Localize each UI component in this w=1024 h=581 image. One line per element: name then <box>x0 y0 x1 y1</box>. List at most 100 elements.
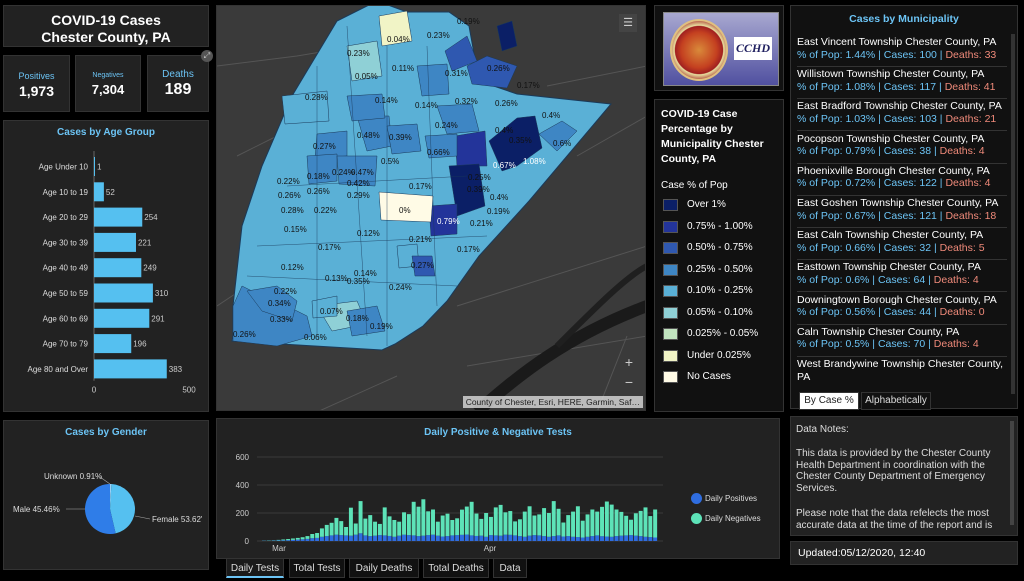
negatives-bar <box>416 506 421 537</box>
municipality-item[interactable]: Easttown Township Chester County, PA% of… <box>797 261 1007 293</box>
age-chart-panel: Cases by Age Group Age Under 10 1 Age 10 t… <box>3 120 209 412</box>
municipality-item[interactable]: Willistown Township Chester County, PA% … <box>797 68 1007 100</box>
cchd-logo: CCHD <box>663 12 779 86</box>
age-value-label: 291 <box>151 314 165 323</box>
municipality-item[interactable]: East Vincent Township Chester County, PA… <box>797 36 1007 67</box>
negatives-bar <box>402 512 407 535</box>
negatives-bar <box>513 521 518 536</box>
age-bar <box>94 258 142 278</box>
municipality-region <box>448 163 486 217</box>
municipality-pct-cases: % of Pop: 0.79% | Cases: 38 | <box>797 145 940 158</box>
positives-bar <box>276 540 281 541</box>
municipality-stats: % of Pop: 0.79% | Cases: 38 | Deaths: 4 <box>797 145 1007 158</box>
positives-bar <box>402 534 407 541</box>
municipality-item[interactable]: Caln Township Chester County, PA% of Pop… <box>797 326 1007 357</box>
scrollbar[interactable] <box>1011 34 1015 394</box>
age-chart: Age Under 10 1 Age 10 to 19 52 Age 20 to 29 2… <box>28 151 196 395</box>
positives-bar <box>643 536 648 541</box>
tab-sort-alphabetically[interactable]: Alphabetically <box>861 392 931 410</box>
gender-chart-title: Cases by Gender <box>65 427 147 438</box>
municipality-stats: % of Pop: 1.08% | Cases: 117 | Deaths: 4… <box>797 81 1007 94</box>
tab-daily-tests[interactable]: Daily Tests <box>226 558 284 578</box>
municipality-pct-cases: % of Pop: 1.03% | Cases: 103 | <box>797 112 946 125</box>
age-value-label: 1 <box>97 163 102 172</box>
age-value-label: 310 <box>155 289 169 298</box>
negatives-bar <box>551 501 556 537</box>
positives-bar <box>464 534 469 541</box>
scrollbar[interactable] <box>1010 421 1014 525</box>
municipality-item[interactable]: Phoenixville Borough Chester County, PA%… <box>797 165 1007 196</box>
tab-daily-deaths[interactable]: Daily Deaths <box>349 558 419 578</box>
municipality-region <box>411 255 436 277</box>
municipality-pct-cases: % of Pop: 0.72% | Cases: 122 | <box>797 177 946 190</box>
tests-chart: 0 200 400 600 Mar Apr <box>236 453 663 553</box>
zoom-out-button[interactable]: − <box>624 374 634 390</box>
municipality-item[interactable]: East Caln Township Chester County, PA% o… <box>797 229 1007 261</box>
negatives-bar <box>397 521 402 536</box>
negatives-bar <box>537 514 542 536</box>
county-seal-icon <box>670 19 728 81</box>
positives-bar <box>460 534 464 541</box>
map-label: 0.23% <box>427 31 450 40</box>
leader-line <box>134 515 151 520</box>
municipality-item[interactable]: East Goshen Township Chester County, PA%… <box>797 197 1007 228</box>
positives-bar <box>624 535 629 541</box>
negatives-bar <box>305 536 310 539</box>
municipality-region <box>424 133 458 159</box>
municipality-name: Downingtown Borough Chester County, PA <box>797 293 997 306</box>
tab-total-tests[interactable]: Total Tests <box>289 558 345 578</box>
positives-bar <box>532 535 537 541</box>
municipality-region <box>538 120 578 152</box>
map-label: 0.32% <box>455 97 478 106</box>
map-view[interactable]: 0.19% 0.04% 0.23% 0.23% 0.11% 0.05% 0.31… <box>217 6 646 411</box>
negatives-bar <box>455 518 460 536</box>
negatives-bar <box>566 515 571 537</box>
positives-card: Positives 1,973 <box>3 55 70 112</box>
positives-bar <box>527 535 532 541</box>
map-label: 0.12% <box>357 229 380 238</box>
tab-total-deaths[interactable]: Total Deaths <box>423 558 489 578</box>
municipality-item[interactable]: West Brandywine Township Chester County,… <box>797 358 1007 384</box>
legend-label: 0.10% - 0.25% <box>687 285 753 296</box>
municipality-stats: % of Pop: 0.56% | Cases: 44 | Deaths: 0 <box>797 306 1007 319</box>
layer-list-button[interactable]: ☰ <box>619 14 637 32</box>
municipality-region <box>416 63 450 97</box>
municipality-region <box>378 191 434 223</box>
municipality-name: Easttown Township Chester County, PA <box>797 261 981 274</box>
expand-icon[interactable]: ⤢ <box>201 50 213 62</box>
municipality-item[interactable]: Pocopson Township Chester County, PA% of… <box>797 133 1007 164</box>
positives-bar <box>392 536 397 541</box>
municipality-item[interactable]: Downingtown Borough Chester County, PA% … <box>797 294 1007 325</box>
positives-bar <box>585 536 590 541</box>
positives-bar <box>604 536 609 541</box>
map-label: 0.42% <box>347 179 370 188</box>
negatives-bar <box>532 515 537 536</box>
municipality-region <box>346 40 383 82</box>
map-label: 0.14% <box>375 96 398 105</box>
map-attribution: County of Chester, Esri, HERE, Garmin, S… <box>462 396 643 408</box>
municipality-title: Cases by Municipality <box>849 13 959 25</box>
negatives-value: 7,304 <box>91 82 125 97</box>
negatives-bar <box>556 508 561 536</box>
municipality-list[interactable]: East Vincent Township Chester County, PA… <box>791 32 1017 384</box>
tab-data[interactable]: Data <box>493 558 527 578</box>
negatives-bar <box>575 506 580 538</box>
zoom-in-button[interactable]: + <box>624 354 634 370</box>
negatives-bar <box>561 522 566 537</box>
map-label: 0.28% <box>281 206 304 215</box>
tab-sort-by-case[interactable]: By Case % <box>799 392 859 410</box>
municipality-item[interactable]: East Bradford Township Chester County, P… <box>797 100 1007 132</box>
municipality-region <box>454 130 488 167</box>
map-label: 0.24% <box>389 283 412 292</box>
positives-bar <box>348 535 353 541</box>
positives-bar <box>493 535 498 541</box>
legend-subtitle: Case % of Pop <box>661 180 728 191</box>
age-bar <box>94 283 153 303</box>
municipality-deaths: Deaths: 5 <box>939 241 985 254</box>
negatives-bar <box>469 501 474 536</box>
positives-bar <box>305 538 310 541</box>
map-label: 0.26% <box>233 330 256 339</box>
map-label: 0.31% <box>445 69 468 78</box>
negatives-bar <box>382 507 387 536</box>
legend-label: 0.50% - 0.75% <box>687 242 753 253</box>
